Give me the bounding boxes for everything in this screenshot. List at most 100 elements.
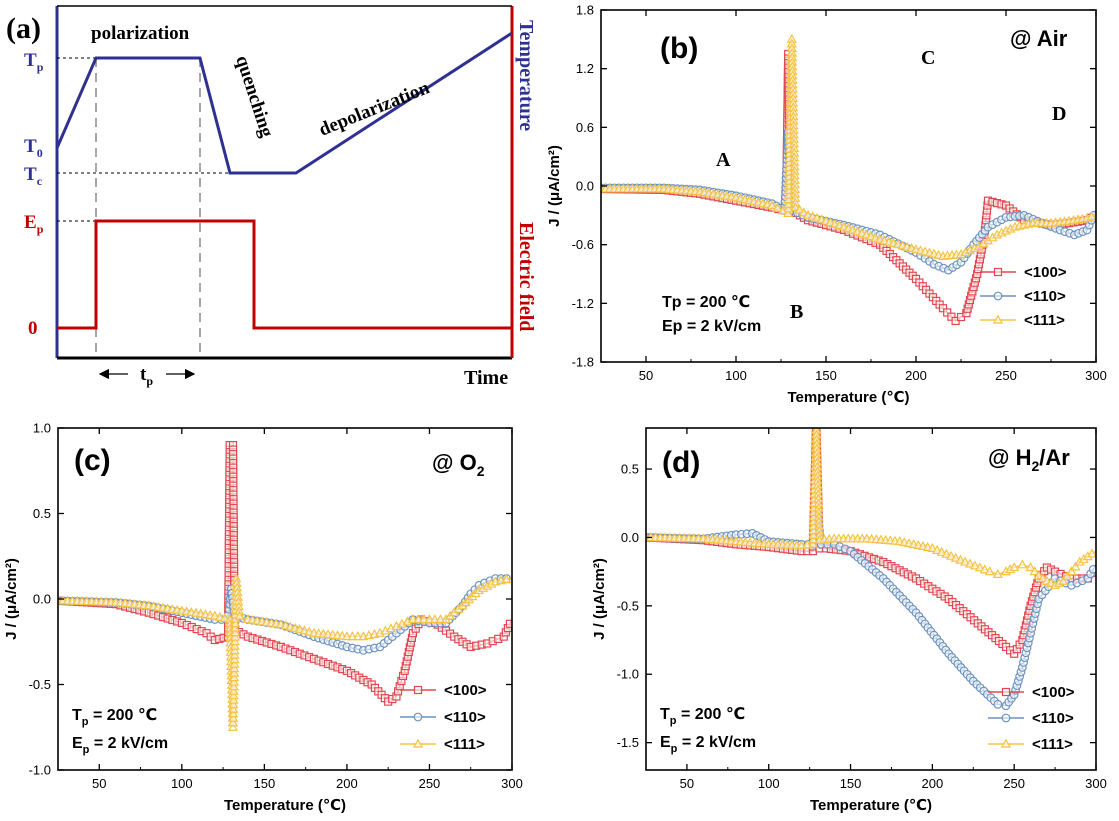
panel-d-ep: Ep = 2 kV/cm xyxy=(660,734,756,755)
data-point xyxy=(943,308,952,317)
region-c-label: C xyxy=(921,47,935,69)
tp-duration-label: tp xyxy=(140,364,153,388)
data-point xyxy=(228,690,239,700)
panel-c-plot: 50 100 150 200 250 300 -1.0 -0.5 0.0 0.5 1.0 Temper… xyxy=(3,421,523,815)
panel-c-ep: Ep = 2 kV/cm xyxy=(72,735,168,756)
legend-label: <100> xyxy=(444,682,487,699)
x-tick-label: 100 xyxy=(725,368,747,383)
x-axis-title: Temperature (℃) xyxy=(787,389,909,406)
panel-d-plot: 50 100 150 200 250 300 -1.5 -1.0 -0.5 0.0 0.5 Tempe… xyxy=(591,417,1107,814)
quenching-label: quenching xyxy=(231,53,277,140)
x-tick-label: 250 xyxy=(419,776,441,791)
panel-b-ep: Ep = 2 kV/cm xyxy=(662,318,761,335)
data-point xyxy=(955,554,966,564)
legend-marker xyxy=(413,712,423,722)
data-point xyxy=(979,564,990,574)
legend-marker xyxy=(412,738,424,748)
y-tick-label: -0.5 xyxy=(617,598,639,613)
y-tick-label: 0.0 xyxy=(576,179,594,194)
data-point xyxy=(229,658,240,668)
data-point xyxy=(234,610,245,620)
temperature-axis-label: Temperature xyxy=(515,20,537,131)
legend-label: <110> xyxy=(444,709,486,726)
panel-b: 50 100 150 200 250 300 -1.8 -1.2 -0.6 0.0 0.6 1.2 1.… xyxy=(546,3,1107,407)
data-point xyxy=(1029,566,1040,576)
data-point xyxy=(936,546,947,556)
legend-marker xyxy=(993,267,1003,277)
depolarization-label: depolarization xyxy=(316,77,433,141)
x-tick-label: 150 xyxy=(840,776,862,791)
x-tick-label: 300 xyxy=(501,776,523,791)
panel-a-label: (a) xyxy=(6,12,41,45)
data-point xyxy=(228,699,239,709)
data-point xyxy=(1017,559,1028,569)
x-tick-label: 300 xyxy=(1085,368,1107,383)
y-axis-title: J / (μA/cm²) xyxy=(591,558,608,640)
y-tick-label: 0.6 xyxy=(576,120,594,135)
legend-marker xyxy=(993,291,1003,301)
x-tick-label: 100 xyxy=(758,776,780,791)
y-tick-label: -1.0 xyxy=(29,763,51,778)
legend-label: <100> xyxy=(1024,264,1067,281)
x-tick-label: 250 xyxy=(1003,776,1025,791)
polarization-label: polarization xyxy=(91,23,190,44)
data-point xyxy=(783,185,794,195)
x-tick-label: 50 xyxy=(92,776,106,791)
data-point xyxy=(783,203,794,213)
data-point xyxy=(1009,562,1020,572)
region-b-label: B xyxy=(790,301,803,323)
y-tick-label: 0.5 xyxy=(33,506,51,521)
data-point xyxy=(229,640,240,650)
series-group xyxy=(601,33,1096,326)
data-point xyxy=(229,663,240,673)
data-point xyxy=(505,619,512,628)
legend-label: <110> xyxy=(1024,288,1066,305)
x-tick-label: 50 xyxy=(639,368,653,383)
electric-field-axis-label: Electric field xyxy=(515,222,537,331)
series-line-0 xyxy=(58,444,512,703)
data-point xyxy=(927,542,938,552)
panel-c-atmosphere: @ O2 xyxy=(432,450,485,479)
panel-d-label: (d) xyxy=(662,446,700,479)
data-point xyxy=(766,200,778,210)
x-tick-label: 150 xyxy=(254,776,276,791)
zero-level-label: 0 xyxy=(28,318,38,339)
data-point xyxy=(960,556,971,566)
data-point xyxy=(228,717,239,727)
data-point xyxy=(228,681,239,691)
y-tick-label: 0.0 xyxy=(33,592,51,607)
x-tick-label: 200 xyxy=(905,368,927,383)
plot-frame xyxy=(645,427,1097,771)
data-point xyxy=(772,202,783,212)
x-tick-label: 300 xyxy=(1085,776,1107,791)
legend-marker xyxy=(992,314,1004,324)
y-axis-title: J / (μA/cm²) xyxy=(3,558,20,640)
legend-marker xyxy=(413,685,423,695)
data-point xyxy=(1086,211,1096,221)
y-tick-label: 0.0 xyxy=(621,530,639,545)
series-group xyxy=(58,441,512,731)
data-point xyxy=(1086,548,1096,558)
y-tick-label: 1.0 xyxy=(33,421,51,436)
legend-label: <111> xyxy=(1024,312,1065,329)
t0-level-label: T0 xyxy=(24,136,43,160)
data-point xyxy=(229,645,240,655)
x-tick-label: 250 xyxy=(995,368,1017,383)
time-axis-label: Time xyxy=(464,367,508,389)
temperature-curve xyxy=(55,31,513,175)
panel-a: (a) Tp T0 Tc Ep 0 polarization quenching… xyxy=(6,5,537,389)
data-point xyxy=(938,304,948,313)
y-tick-label: -1.0 xyxy=(617,667,639,682)
tc-level-label: Tc xyxy=(24,164,43,188)
data-point xyxy=(229,631,241,641)
data-point xyxy=(812,417,820,424)
x-tick-label: 100 xyxy=(171,776,193,791)
data-point xyxy=(229,636,240,646)
data-point xyxy=(230,627,241,637)
panel-c-label: (c) xyxy=(74,444,111,477)
data-point xyxy=(964,558,976,568)
legend-marker xyxy=(1000,738,1012,748)
x-tick-label: 50 xyxy=(680,776,694,791)
x-axis-title: Temperature (℃) xyxy=(810,797,932,814)
